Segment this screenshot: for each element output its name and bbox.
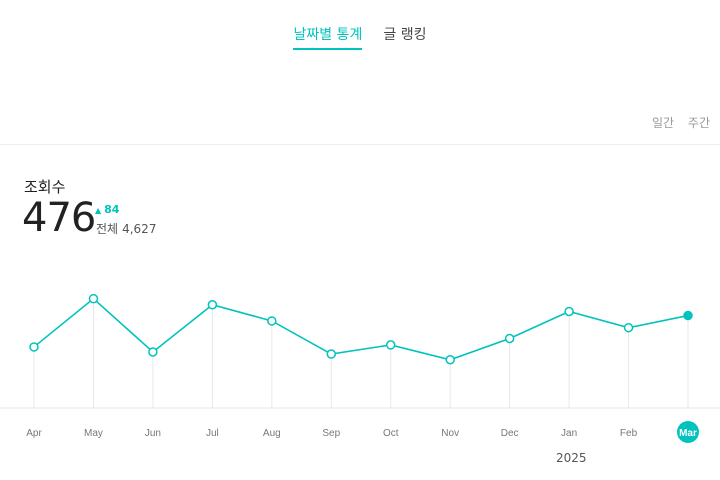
data-point: [445, 355, 455, 365]
metric-value: 476: [22, 195, 96, 241]
delta-value: 84: [104, 203, 120, 216]
x-tick-label: Apr: [26, 428, 42, 439]
delta-badge: ▲ 84: [95, 203, 119, 216]
total-value: 4,627: [122, 222, 157, 236]
x-tick-label: Sep: [322, 428, 340, 439]
x-tick-label: Feb: [620, 428, 638, 439]
tab-date-stats[interactable]: 날짜별 통계: [293, 24, 363, 50]
tab-bar: 날짜별 통계 글 랭킹: [0, 24, 720, 50]
data-point: [267, 316, 277, 326]
data-point: [564, 306, 574, 317]
x-tick-label: Nov: [441, 428, 459, 439]
x-tick-label: Jul: [206, 428, 219, 439]
x-tick-label: Jan: [561, 428, 577, 439]
x-tick-label: Mar: [679, 428, 697, 439]
x-tick-label: Dec: [501, 428, 519, 439]
selected-month-highlight: [677, 421, 699, 443]
up-triangle-icon: ▲: [95, 206, 102, 215]
total-label: 전체: [96, 222, 119, 236]
tab-post-ranking[interactable]: 글 랭킹: [383, 27, 427, 43]
metric-title: 조회수: [24, 178, 66, 196]
section-divider: [0, 144, 720, 145]
data-point: [88, 293, 99, 304]
data-point: [504, 333, 515, 344]
data-point: [29, 342, 39, 352]
total-views: 전체 4,627: [96, 220, 156, 237]
data-point: [326, 349, 337, 359]
year-marker: 2025: [556, 451, 587, 465]
data-point: [207, 300, 218, 310]
x-tick-label: Oct: [383, 428, 399, 439]
x-tick-label: May: [84, 428, 103, 439]
period-weekly[interactable]: 주간: [687, 116, 710, 130]
x-tick-label: Aug: [263, 428, 281, 439]
period-toggle: 일간 주간: [642, 114, 710, 131]
period-daily[interactable]: 일간: [651, 116, 675, 130]
x-tick-label: Jun: [145, 428, 161, 439]
data-point: [623, 322, 634, 333]
data-point: [148, 347, 158, 357]
data-point: [683, 310, 693, 321]
series-line: [33, 297, 689, 361]
data-point: [385, 340, 396, 350]
